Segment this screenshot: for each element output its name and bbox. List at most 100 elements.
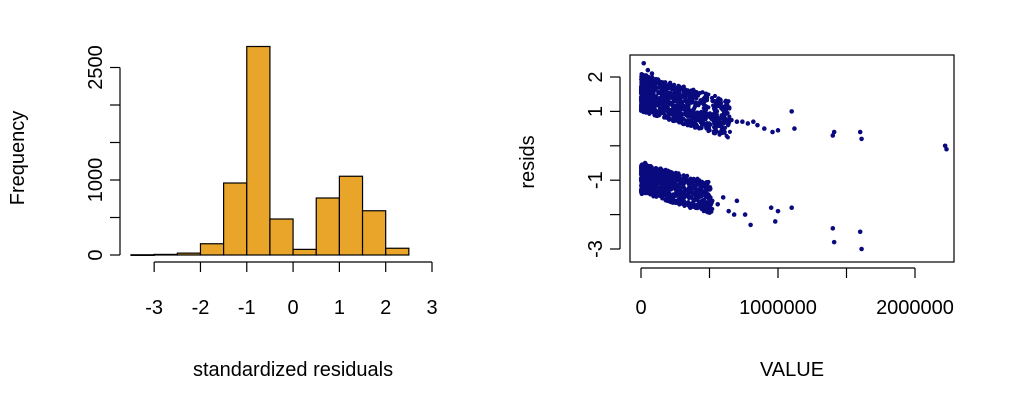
scatter-point [704, 192, 709, 198]
scatter-point [707, 196, 712, 201]
scatter-point [772, 219, 778, 224]
scatter-point [707, 114, 712, 119]
scatter-point [694, 179, 699, 184]
scatter-point [703, 104, 709, 109]
scatter-point [751, 119, 756, 125]
scatter-point [678, 177, 683, 182]
scatter-point [703, 116, 708, 121]
scatter-point [660, 196, 665, 201]
scatter-point [770, 129, 775, 135]
histogram-bar [361, 210, 387, 256]
scatter-point [859, 136, 864, 142]
scatter-point [639, 163, 644, 168]
histogram-bar [385, 247, 410, 256]
scatter-point [685, 105, 690, 111]
scatter-point [659, 177, 664, 183]
scatter-point [690, 109, 696, 114]
scatter-point [722, 130, 727, 135]
scatter-point [668, 100, 673, 106]
scatter-point [789, 109, 794, 114]
scatter-point [731, 212, 737, 217]
scatter-point [670, 118, 676, 123]
scatter-point [642, 160, 648, 166]
scatter-panel: 0 1000000 2000000 -3 -1 1 2 VALUE resids [517, 54, 955, 381]
x-tick-label: 0 [288, 297, 299, 319]
scatter-point [686, 200, 691, 205]
scatter-point [643, 83, 648, 88]
scatter-point [641, 60, 647, 66]
scatter-point [645, 99, 650, 105]
histogram-bar [338, 175, 364, 256]
scatter-point [683, 121, 689, 126]
histogram-bar [199, 243, 225, 256]
scatter-point [655, 189, 660, 194]
histogram-bar [130, 254, 155, 256]
scatter-point [666, 112, 672, 118]
scatter-point [681, 184, 686, 189]
histogram-bar [246, 45, 271, 256]
scatter-point [683, 97, 688, 102]
scatter-point [831, 239, 837, 245]
scatter-point [663, 88, 668, 94]
scatter-point [663, 80, 668, 85]
histogram-bar [292, 248, 317, 256]
scatter-point [662, 102, 667, 108]
scatter-point [643, 177, 648, 182]
scatter-point [792, 126, 797, 131]
scatter-point [652, 106, 657, 111]
scatter-point [680, 111, 686, 117]
y-tick-label: 1000 [85, 158, 107, 203]
scatter-point [690, 178, 695, 184]
scatter-point [723, 117, 729, 123]
scatter-point [666, 195, 671, 200]
scatter-point [704, 208, 710, 214]
y-tick-label: 1 [585, 106, 607, 117]
scatter-point [647, 175, 652, 180]
scatter-point [720, 127, 725, 132]
x-tick-label: 0 [635, 297, 646, 319]
scatter-point [652, 84, 657, 89]
scatter-point [677, 93, 682, 98]
scatter-point [714, 124, 719, 129]
scatter-point [693, 196, 698, 201]
scatter-point [688, 205, 693, 211]
scatter-point [642, 77, 647, 83]
scatter-point [663, 83, 668, 88]
scatter-point [703, 187, 708, 192]
scatter-point [687, 189, 692, 194]
histogram-bar [153, 253, 178, 256]
scatter-point [665, 106, 671, 111]
scatter-point [666, 177, 672, 182]
scatter-point [831, 129, 837, 135]
scatter-point [712, 93, 718, 99]
scatter-point [651, 174, 656, 180]
scatter-point [667, 84, 672, 89]
x-tick-label: 3 [426, 297, 437, 319]
scatter-point [715, 201, 721, 207]
scatter-point [694, 182, 699, 188]
scatter-point [699, 206, 704, 211]
scatter-point [691, 186, 696, 191]
scatter-point [639, 191, 644, 196]
scatter-point [676, 110, 681, 115]
scatter-point [677, 201, 682, 207]
scatter-point [718, 97, 723, 102]
scatter-point [677, 120, 682, 125]
scatter-point [659, 85, 664, 90]
scatter-point [672, 85, 677, 90]
scatter-point [647, 80, 652, 86]
scatter-point [658, 89, 663, 95]
scatter-point [694, 191, 700, 196]
scatter-point [745, 121, 751, 126]
scatter-point [653, 78, 659, 83]
scatter-point [686, 93, 691, 98]
scatter-point [704, 183, 709, 188]
scatter-point [718, 115, 723, 121]
scatter-point [672, 183, 677, 188]
scatter-point [657, 79, 662, 84]
scatter-point [674, 98, 679, 104]
scatter-point [673, 170, 678, 175]
scatter-point [667, 90, 672, 95]
scatter-point [660, 188, 666, 193]
